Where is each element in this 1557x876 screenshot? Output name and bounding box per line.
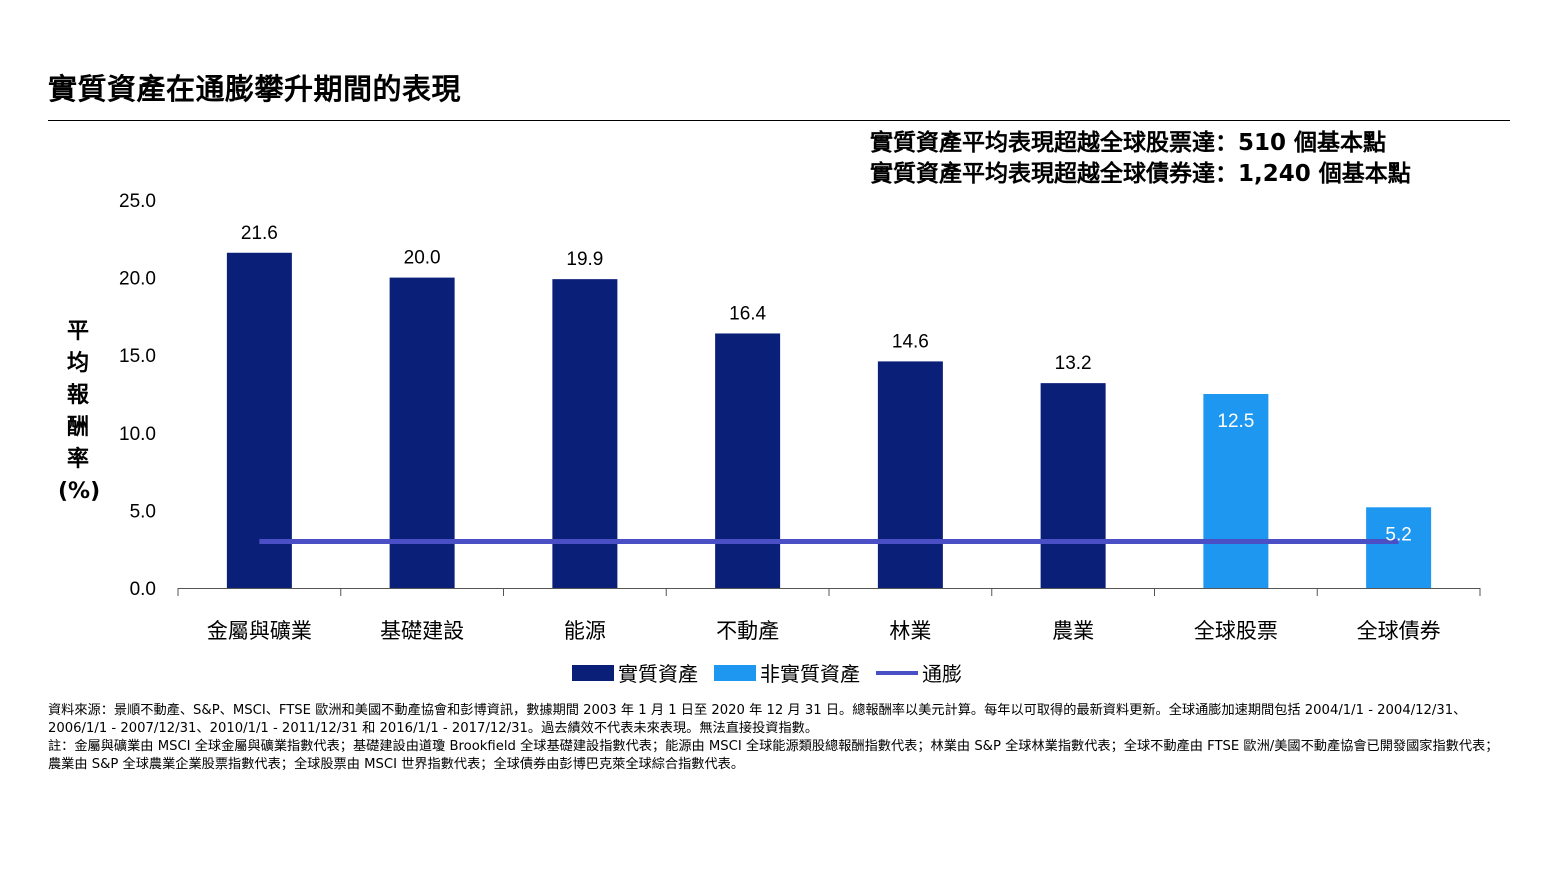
x-category-label: 農業 <box>1052 619 1094 643</box>
x-category-label: 不動產 <box>716 619 779 643</box>
headline-equities: 實質資產平均表現超越全球股票達：510 個基本點 <box>870 130 1387 156</box>
y-tick-label: 5.0 <box>130 501 156 522</box>
data-label: 14.6 <box>892 331 929 352</box>
data-label: 20.0 <box>404 248 441 269</box>
legend-item-inflation: 通膨 <box>876 658 962 687</box>
data-label: 21.6 <box>241 223 278 244</box>
bar-6 <box>1040 383 1106 588</box>
y-axis-title-char: 報 <box>66 383 89 408</box>
headline-bonds: 實質資產平均表現超越全球債券達：1,240 個基本點 <box>870 161 1411 187</box>
y-tick-label: 25.0 <box>119 191 156 212</box>
y-axis-title-char: 酬 <box>66 415 89 440</box>
bar-5 <box>877 361 943 588</box>
y-tick-label: 10.0 <box>119 424 156 445</box>
legend-swatch-non-real-assets <box>714 664 756 681</box>
data-label: 16.4 <box>729 303 766 324</box>
bar-3 <box>552 279 618 588</box>
bar-8 <box>1366 507 1432 588</box>
bar-7 <box>1203 394 1269 588</box>
y-tick-label: 0.0 <box>130 579 156 600</box>
data-label: 19.9 <box>566 249 603 270</box>
legend-label-real-assets: 實質資產 <box>618 662 698 686</box>
legend-label-inflation: 通膨 <box>922 662 962 686</box>
y-axis-title-char: 均 <box>66 351 89 376</box>
x-category-label: 全球股票 <box>1194 619 1278 643</box>
y-axis-title-char: 率 <box>66 447 89 472</box>
data-label: 5.2 <box>1385 524 1411 545</box>
chart-legend: 實質資產 非實質資產 通膨 <box>572 658 978 687</box>
x-category-label: 全球債券 <box>1357 619 1441 643</box>
legend-item-real-assets: 實質資產 <box>572 658 698 687</box>
legend-line-inflation <box>876 670 918 675</box>
footnote-source: 資料來源：景順不動產、S&P、MSCI、FTSE 歐洲和美國不動產協會和彭博資訊… <box>48 703 1467 736</box>
y-axis-title-char: 平 <box>66 319 89 344</box>
bar-4 <box>715 333 781 588</box>
legend-swatch-real-assets <box>572 664 614 681</box>
bar-1 <box>226 252 292 588</box>
y-axis-title: 平 均 報 酬 率 (%) <box>58 316 101 508</box>
bar-2 <box>389 277 455 588</box>
x-category-label: 金屬與礦業 <box>207 619 312 643</box>
title-divider <box>48 120 1510 121</box>
footnotes: 資料來源：景順不動產、S&P、MSCI、FTSE 歐洲和美國不動產協會和彭博資訊… <box>48 702 1510 774</box>
y-axis-title-char: (%) <box>58 479 101 504</box>
data-label: 13.2 <box>1055 353 1092 374</box>
y-tick-label: 15.0 <box>119 346 156 367</box>
x-category-label: 林業 <box>889 619 931 643</box>
legend-item-non-real-assets: 非實質資產 <box>714 658 860 687</box>
data-label: 12.5 <box>1217 411 1254 432</box>
x-category-label: 基礎建設 <box>380 619 464 643</box>
page-title: 實質資產在通膨攀升期間的表現 <box>48 72 462 106</box>
y-tick-label: 20.0 <box>119 269 156 290</box>
legend-label-non-real-assets: 非實質資產 <box>760 662 860 686</box>
x-category-label: 能源 <box>564 619 606 643</box>
footnote-note: 註：金屬與礦業由 MSCI 全球金屬與礦業指數代表；基礎建設由道瓊 Brookf… <box>48 739 1499 772</box>
